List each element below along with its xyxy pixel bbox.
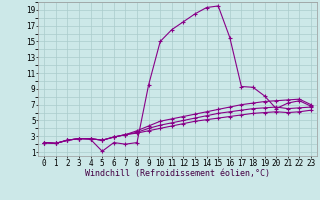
X-axis label: Windchill (Refroidissement éolien,°C): Windchill (Refroidissement éolien,°C) [85, 169, 270, 178]
